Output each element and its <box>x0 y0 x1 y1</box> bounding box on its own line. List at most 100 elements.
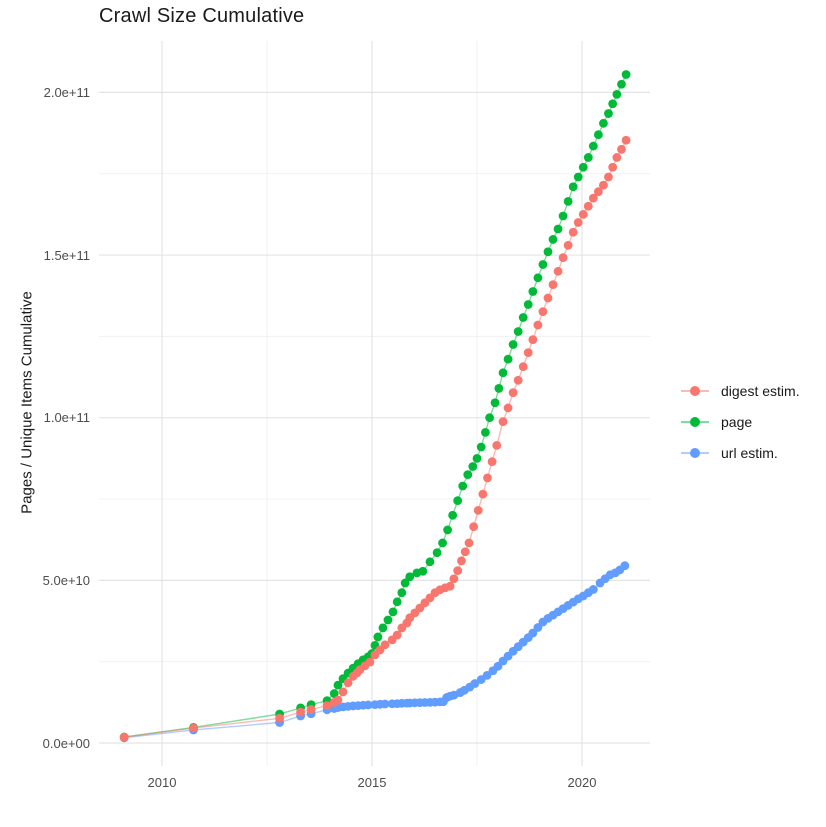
series-point-digest-estim- <box>119 732 129 742</box>
series-point-page <box>468 462 478 471</box>
series-point-digest-estim- <box>621 135 631 145</box>
series-point-digest-estim- <box>558 253 568 263</box>
series-point-digest-estim- <box>464 538 474 548</box>
series-point-page <box>443 525 452 535</box>
series-point-digest-estim- <box>189 723 198 733</box>
legend-item-url-estim-: url estim. <box>681 438 778 468</box>
series-point-digest-estim- <box>449 574 459 584</box>
series-point-page <box>378 623 388 633</box>
series-point-url-estim- <box>363 700 373 710</box>
series-point-page <box>604 109 613 118</box>
series-point-page <box>463 470 473 480</box>
series-point-page <box>617 79 626 89</box>
series-point-page <box>472 453 482 463</box>
series-point-page <box>563 196 573 206</box>
series-point-page <box>453 496 463 506</box>
series-point-digest-estim- <box>275 713 284 723</box>
series-point-page <box>588 141 598 151</box>
legend-key-dot <box>690 448 700 458</box>
y-tick-label: 2.0e+11 <box>43 84 90 100</box>
series-point-page <box>578 162 588 172</box>
series-point-digest-estim- <box>563 240 573 250</box>
series-point-url-estim- <box>620 561 630 571</box>
legend-key-icon <box>681 417 709 427</box>
series-point-digest-estim- <box>296 707 305 717</box>
series-point-digest-estim- <box>548 280 558 290</box>
series-point-page <box>503 354 513 364</box>
series-point-page <box>494 384 504 393</box>
series-point-digest-estim- <box>599 180 608 190</box>
series-point-digest-estim- <box>553 266 563 276</box>
series-point-page <box>397 588 407 598</box>
series-point-digest-estim- <box>604 172 613 182</box>
series-point-digest-estim- <box>617 144 626 154</box>
series-point-page <box>498 368 508 378</box>
series-point-page <box>438 538 447 548</box>
series-point-digest-estim- <box>543 293 553 303</box>
series-point-page <box>518 313 528 322</box>
series-point-page <box>448 510 458 520</box>
series-point-digest-estim- <box>392 630 402 640</box>
series-point-digest-estim- <box>457 556 466 566</box>
series-point-page <box>481 427 490 437</box>
series-point-digest-estim- <box>306 705 316 714</box>
legend-key-dot <box>690 417 700 427</box>
series-point-digest-estim- <box>538 307 548 317</box>
series-point-digest-estim- <box>380 640 390 650</box>
legend-label: digest estim. <box>721 383 800 399</box>
y-tick-label: 5.0e+10 <box>42 572 90 588</box>
series-point-digest-estim- <box>453 566 463 575</box>
series-point-page <box>329 689 339 698</box>
series-point-page <box>538 260 548 269</box>
series-point-page <box>612 89 622 99</box>
x-tick-label: 2015 <box>357 775 387 790</box>
series-point-digest-estim- <box>333 695 343 705</box>
series-point-digest-estim- <box>487 457 497 467</box>
series-point-digest-estim- <box>588 193 598 203</box>
series-point-page <box>558 211 568 221</box>
series-point-page <box>543 247 553 257</box>
series-point-digest-estim- <box>528 335 538 345</box>
series-point-digest-estim- <box>578 209 588 219</box>
series-point-page <box>405 572 415 582</box>
series-point-digest-estim- <box>593 187 603 197</box>
series-point-page <box>583 153 593 162</box>
series-point-digest-estim- <box>338 687 348 697</box>
series-point-digest-estim- <box>498 417 508 427</box>
series-point-digest-estim- <box>568 227 578 237</box>
series-point-digest-estim- <box>523 348 533 358</box>
legend-key-dot <box>690 386 700 396</box>
series-point-page <box>533 273 543 283</box>
series-point-digest-estim- <box>583 201 593 211</box>
series-point-page <box>425 557 435 567</box>
series-point-url-estim- <box>380 699 390 709</box>
series-point-digest-estim- <box>483 473 492 483</box>
series-point-page <box>458 481 468 491</box>
series-point-digest-estim- <box>508 388 518 398</box>
series-point-page <box>485 413 494 423</box>
series-point-digest-estim- <box>573 218 583 227</box>
series-point-page <box>553 224 563 234</box>
series-point-page <box>528 287 538 296</box>
series-point-page <box>599 118 608 128</box>
series-point-page <box>508 340 518 349</box>
series-point-url-estim- <box>470 679 480 688</box>
series-point-page <box>593 130 603 140</box>
series-point-page <box>490 398 500 408</box>
series-point-digest-estim- <box>460 547 470 557</box>
x-tick-label: 2020 <box>567 775 597 790</box>
series-point-digest-estim- <box>478 489 488 499</box>
series-point-page <box>418 566 428 576</box>
legend-key-icon <box>681 448 709 458</box>
series-point-digest-estim- <box>513 375 523 385</box>
x-tick-label: 2010 <box>147 775 177 790</box>
series-point-page <box>392 597 402 607</box>
series-point-page <box>476 442 486 452</box>
legend-key-icon <box>681 386 709 396</box>
series-point-page <box>373 632 383 642</box>
legend-label: page <box>721 414 753 430</box>
series-point-digest-estim- <box>533 320 543 330</box>
series-point-digest-estim- <box>322 701 332 710</box>
series-point-page <box>400 578 410 588</box>
y-tick-label: 0.0e+00 <box>42 735 90 751</box>
